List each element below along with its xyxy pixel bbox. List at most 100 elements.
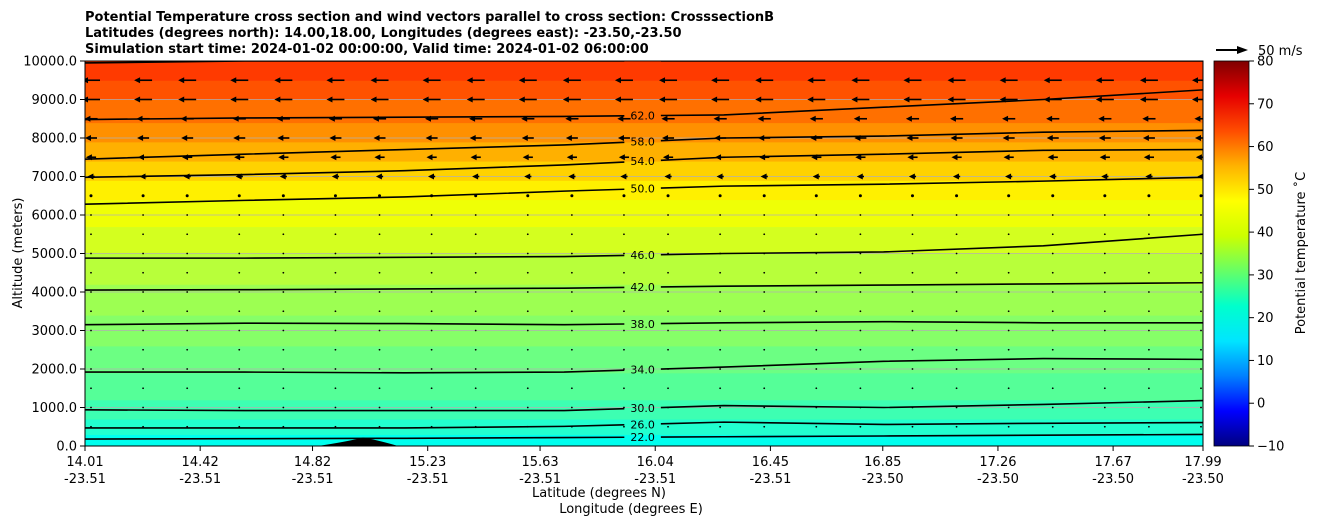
x-tick-label-lat: 16.45 — [752, 455, 789, 470]
wind-dot — [89, 194, 93, 198]
wind-arrowhead — [470, 154, 477, 161]
contour-line — [660, 148, 1203, 162]
wind-dot — [1199, 194, 1203, 198]
wind-dot — [526, 291, 529, 293]
wind-dot — [1148, 348, 1150, 351]
wind-arrowhead — [1095, 77, 1102, 84]
x-tick-label-lat: 16.85 — [864, 455, 901, 470]
wind-dot — [282, 233, 285, 236]
contour-label: 26.0 — [630, 418, 655, 431]
wind-dot — [90, 214, 92, 216]
wind-dot — [1148, 271, 1150, 274]
wind-dot — [142, 387, 144, 390]
wind-dot — [1200, 406, 1202, 409]
wind-dot — [623, 425, 625, 428]
wind-dot — [719, 214, 722, 216]
wind-dot — [1103, 368, 1106, 370]
wind-dot — [378, 329, 381, 332]
colorbar-tick-label: 80 — [1257, 55, 1274, 70]
wind-dot — [378, 310, 381, 313]
wind-arrowhead — [277, 135, 284, 141]
wind-dot — [1007, 368, 1010, 370]
wind-dot — [474, 425, 477, 428]
wind-dot — [430, 194, 434, 198]
contour-band — [85, 141, 1203, 162]
x-tick-label-lat: 15.23 — [409, 455, 446, 470]
wind-dot — [1200, 271, 1202, 274]
wind-dot — [1148, 214, 1150, 216]
y-tick-label: 3000.0 — [32, 324, 78, 339]
wind-dot — [430, 233, 433, 236]
wind-dot — [763, 425, 766, 428]
wind-dot — [1148, 233, 1150, 236]
wind-arrowhead — [1002, 115, 1009, 122]
x-tick-label-lon: -23.50 — [1092, 472, 1134, 487]
wind-arrowhead — [664, 173, 671, 180]
wind-dot — [955, 368, 958, 370]
wind-dot — [667, 406, 669, 409]
wind-dot — [1051, 214, 1054, 216]
wind-dot — [1007, 310, 1010, 313]
wind-arrowhead — [428, 173, 435, 180]
wind-arrowhead — [134, 77, 141, 84]
x-tick-label-lon: -23.51 — [519, 472, 561, 487]
wind-dot — [815, 329, 818, 332]
wind-dot — [238, 291, 241, 293]
wind-dot — [1200, 348, 1202, 351]
wind-arrowhead — [1002, 135, 1009, 141]
wind-dot — [623, 387, 625, 390]
wind-dot — [282, 271, 285, 274]
contour-line — [85, 141, 625, 160]
x-tick-label-lat: 17.26 — [979, 455, 1016, 470]
wind-dot — [90, 310, 92, 313]
wind-arrowhead — [757, 115, 764, 122]
contour-line — [660, 89, 1203, 117]
wind-dot — [1103, 291, 1106, 293]
wind-dot — [333, 194, 337, 198]
contour-line — [85, 407, 625, 412]
wind-arrowhead — [279, 173, 286, 180]
wind-dot — [1051, 252, 1054, 255]
contour-line — [660, 281, 1203, 288]
wind-dot — [667, 425, 669, 428]
wind-dot — [666, 194, 670, 198]
y-tick-label: 7000.0 — [32, 170, 78, 185]
contour-line — [85, 61, 625, 64]
wind-dot — [570, 310, 573, 313]
x-tick-label-lon: -23.50 — [977, 472, 1019, 487]
contour-label: 30.0 — [630, 402, 655, 415]
wind-arrowhead — [903, 96, 910, 103]
wind-dot — [142, 271, 144, 274]
wind-arrowhead — [758, 135, 765, 141]
wind-dot — [814, 194, 818, 198]
wind-dot — [378, 271, 381, 274]
wind-dot — [430, 271, 433, 274]
wind-dot — [1103, 310, 1106, 313]
wind-arrowhead — [907, 154, 914, 161]
wind-dot — [859, 348, 862, 351]
wind-dot — [1200, 329, 1202, 332]
wind-arrowhead — [759, 154, 766, 161]
colorbar: −10 0 10 20 30 40 50 60 70 80 Potential temperatu… — [1213, 55, 1309, 455]
colorbar-tick-label: 0 — [1257, 397, 1265, 412]
wind-arrowhead — [330, 154, 337, 161]
wind-dot — [430, 252, 433, 255]
wind-dot — [815, 271, 818, 274]
x-tick-label-lon: -23.51 — [64, 472, 106, 487]
wind-arrowhead — [178, 77, 185, 84]
wind-dot — [1200, 214, 1202, 216]
wind-dot — [238, 406, 241, 409]
wind-dot — [238, 271, 241, 274]
wind-dot — [282, 406, 285, 409]
wind-dot — [815, 425, 818, 428]
wind-dot — [430, 310, 433, 313]
wind-dot — [1148, 406, 1150, 409]
wind-dot — [1007, 425, 1010, 428]
wind-dot — [334, 233, 337, 236]
wind-arrowhead — [372, 115, 379, 122]
wind-dot — [719, 348, 722, 351]
wind-arrowhead — [425, 115, 432, 122]
wind-arrowhead — [1095, 96, 1102, 103]
wind-dot — [623, 329, 625, 332]
wind-dot — [955, 233, 958, 236]
